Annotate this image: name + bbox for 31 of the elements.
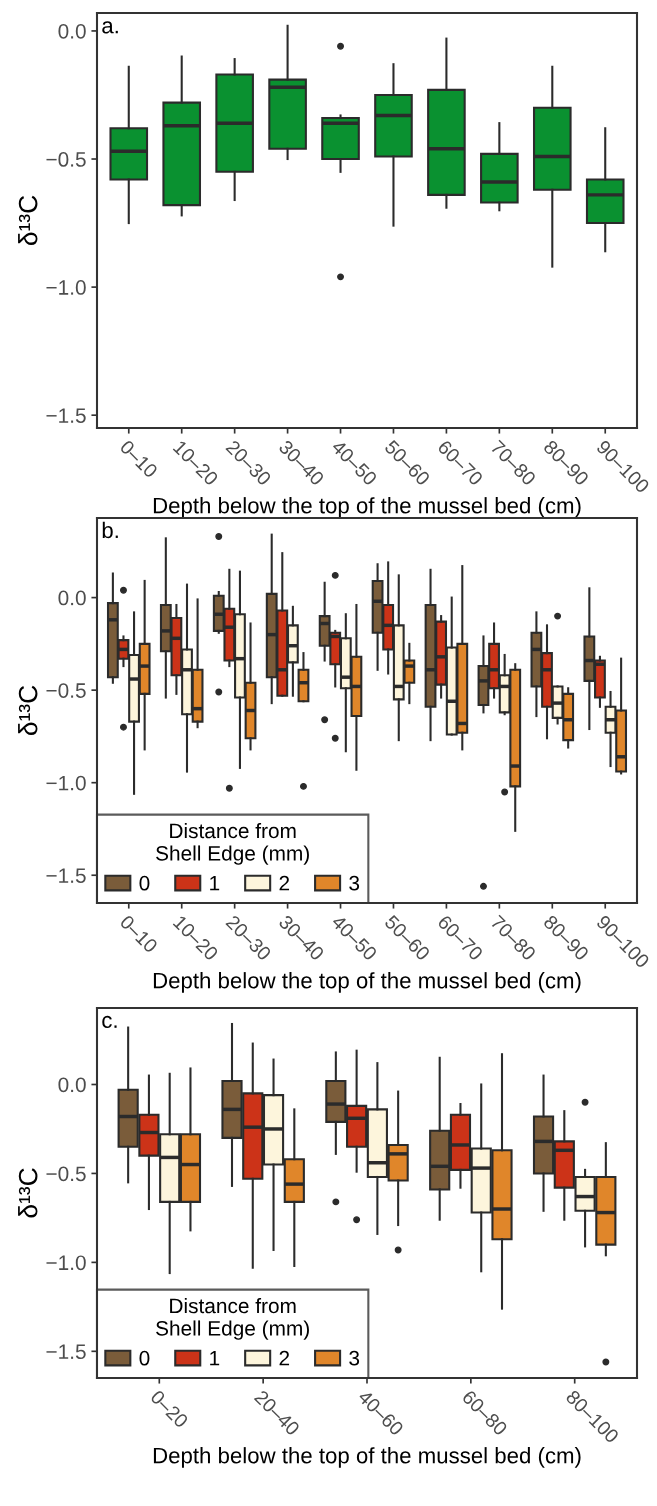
- y-tick-label: 0.0: [58, 590, 86, 606]
- y-axis-title: δ¹³C: [18, 1168, 38, 1218]
- x-axis-title: Depth below the top of the mussel bed (cm): [153, 972, 581, 993]
- y-tick-label: −0.5: [46, 1166, 86, 1182]
- y-tick-label: −0.5: [46, 683, 86, 698]
- legend-title: Distance from Shell Edge (mm): [156, 822, 309, 865]
- chart-title: b.: [102, 521, 118, 539]
- y-tick-label: 0.0: [58, 23, 86, 39]
- legend-label: 0: [139, 875, 150, 891]
- chart-title: a.: [102, 21, 118, 34]
- x-axis-title: Depth below the top of the mussel bed (cm): [153, 497, 581, 518]
- y-tick-label: −1.5: [46, 1344, 86, 1360]
- legend-label: 3: [349, 875, 360, 891]
- x-axis-title: Depth below the top of the mussel bed (cm): [153, 1447, 581, 1468]
- y-axis-title: δ¹³C: [18, 685, 38, 736]
- y-tick-label: −1.0: [46, 775, 86, 791]
- legend-label: 0: [139, 1350, 150, 1366]
- legend-label: 3: [349, 1350, 360, 1366]
- y-tick-label: −1.5: [46, 408, 86, 423]
- chart-title: c.: [102, 1015, 117, 1029]
- y-tick-label: −0.5: [46, 152, 86, 167]
- legend-label: 2: [279, 1350, 290, 1366]
- y-tick-label: 0.0: [58, 1077, 86, 1093]
- legend-label: 1: [210, 876, 220, 891]
- legend-title: Distance from Shell Edge (mm): [156, 1297, 309, 1340]
- y-axis-title: δ¹³C: [18, 195, 38, 246]
- y-tick-label: −1.5: [46, 868, 86, 883]
- legend-label: 1: [210, 1351, 220, 1366]
- y-tick-label: −1.0: [46, 280, 86, 295]
- legend-label: 2: [279, 875, 290, 891]
- y-tick-label: −1.0: [46, 1255, 86, 1271]
